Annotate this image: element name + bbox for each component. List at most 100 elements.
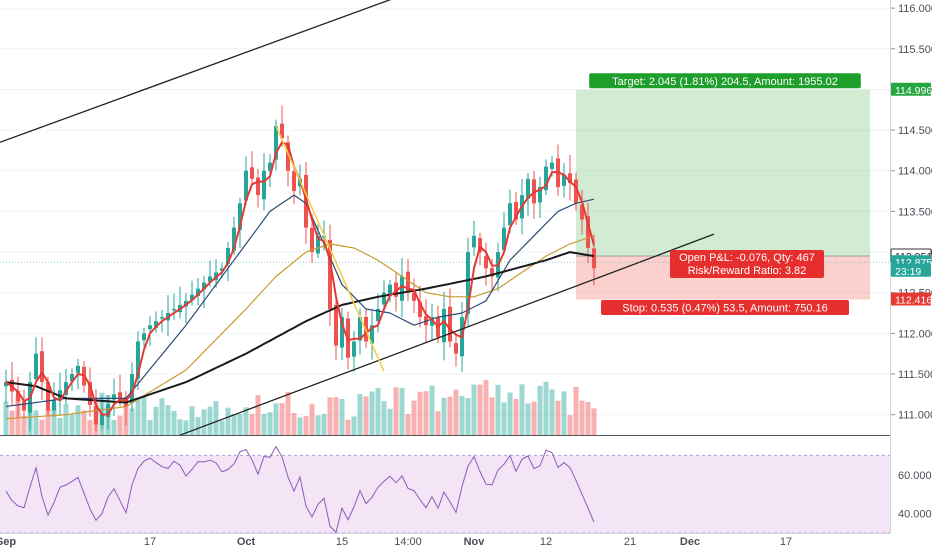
candle-body [532, 179, 536, 204]
candle-body [586, 216, 590, 248]
volume-bar [111, 420, 117, 435]
volume-bar [9, 410, 15, 435]
volume-bar [561, 391, 567, 435]
candle-body [238, 203, 242, 230]
open-pnl-box [670, 250, 824, 279]
trendlines[interactable] [0, 0, 715, 439]
volume-bar [525, 403, 531, 435]
candle-body [148, 325, 152, 330]
volume-bar [249, 413, 255, 435]
volume-bars [3, 379, 597, 435]
volume-bar [327, 397, 333, 435]
time-tick-label: 12 [540, 536, 552, 548]
volume-bar [543, 381, 549, 435]
candle-body [244, 170, 248, 201]
rsi-background [0, 436, 890, 533]
candle-body [268, 162, 272, 171]
candle-body [508, 203, 512, 226]
price-badge-box [891, 82, 931, 96]
candle-body [472, 235, 476, 248]
stop-label-box [601, 300, 849, 316]
volume-bar [579, 400, 585, 435]
candle-body [118, 392, 122, 401]
volume-bar [411, 400, 417, 435]
trendline-3 [275, 125, 385, 372]
volume-bar [351, 416, 357, 435]
candle-body [220, 268, 224, 272]
candle-body [358, 317, 362, 341]
price-badge: 23:19 [891, 263, 931, 278]
candle-body [400, 276, 404, 301]
rsi-tick-label: 40.000 [898, 509, 932, 521]
target-label: Target: 2.045 (1.81%) 204.5, Amount: 195… [589, 73, 861, 89]
candle-body [94, 406, 98, 425]
candle-body [568, 173, 572, 183]
candle-body [352, 341, 356, 357]
candle-body [64, 382, 68, 395]
volume-bar [501, 402, 507, 435]
volume-bar [75, 405, 81, 435]
candle-body [286, 142, 290, 171]
candle-body [250, 167, 254, 179]
volume-bar [291, 413, 297, 435]
volume-bar [51, 405, 57, 435]
rsi-tick-label: 60.000 [898, 470, 932, 482]
volume-bar [375, 387, 381, 435]
candle-body [550, 162, 554, 169]
candle-body [430, 317, 434, 326]
volume-bar [33, 410, 39, 435]
volume-bar [495, 384, 501, 435]
candle-body [70, 374, 74, 382]
volume-bar [45, 409, 51, 435]
candle-body [34, 353, 38, 379]
ma-blue-line [5, 194, 595, 408]
volume-bar [225, 407, 231, 435]
volume-bar [405, 414, 411, 435]
volume-bar [63, 403, 69, 435]
candle-body [490, 268, 494, 277]
candle-body [262, 170, 266, 200]
volume-bar [369, 391, 375, 435]
candle-body [592, 248, 596, 269]
volume-bar [567, 415, 573, 435]
stop-label: Stop: 0.535 (0.47%) 53.5, Amount: 750.16 [601, 300, 849, 316]
volume-bar [279, 403, 285, 435]
volume-bar [573, 386, 579, 435]
volume-bar [231, 414, 237, 435]
volume-bar [591, 408, 597, 435]
time-tick-label: 17 [144, 536, 156, 548]
candle-body [454, 343, 458, 354]
candle-body [448, 306, 452, 342]
time-tick-label: Dec [680, 536, 700, 548]
candle-body [526, 178, 530, 199]
volume-bar [459, 395, 465, 435]
volume-bar [531, 401, 537, 435]
target-zone [576, 89, 870, 257]
price-tick-label: 111.000 [898, 410, 932, 422]
volume-bar [393, 387, 399, 435]
volume-bar [171, 410, 177, 435]
candle-body [76, 365, 80, 373]
price-tick-label: 114.000 [898, 166, 932, 178]
time-tick-label: 21 [624, 536, 636, 548]
candle-body [544, 166, 548, 191]
price-badge: 114.996 [891, 82, 932, 97]
volume-bar [57, 417, 63, 435]
candle-body [538, 187, 542, 203]
candle-body [40, 351, 44, 383]
ma-orange-line [5, 235, 595, 420]
candle-body [202, 282, 206, 290]
candle-body [46, 382, 50, 411]
volume-bar [237, 414, 243, 435]
candle-body [142, 333, 146, 341]
volume-bar [165, 405, 171, 435]
price-tick-label: 114.500 [898, 125, 932, 137]
price-axis[interactable]: 116.000115.500115.000114.500114.000113.5… [0, 0, 932, 533]
volume-bar [183, 420, 189, 435]
volume-bar [213, 401, 219, 435]
time-axis[interactable]: Sep 17 Oct 15 14:00 Nov 12 21 Dec 17 [0, 536, 792, 548]
volume-bar [177, 419, 183, 435]
candle-body [136, 341, 140, 379]
volume-bar [81, 410, 87, 435]
